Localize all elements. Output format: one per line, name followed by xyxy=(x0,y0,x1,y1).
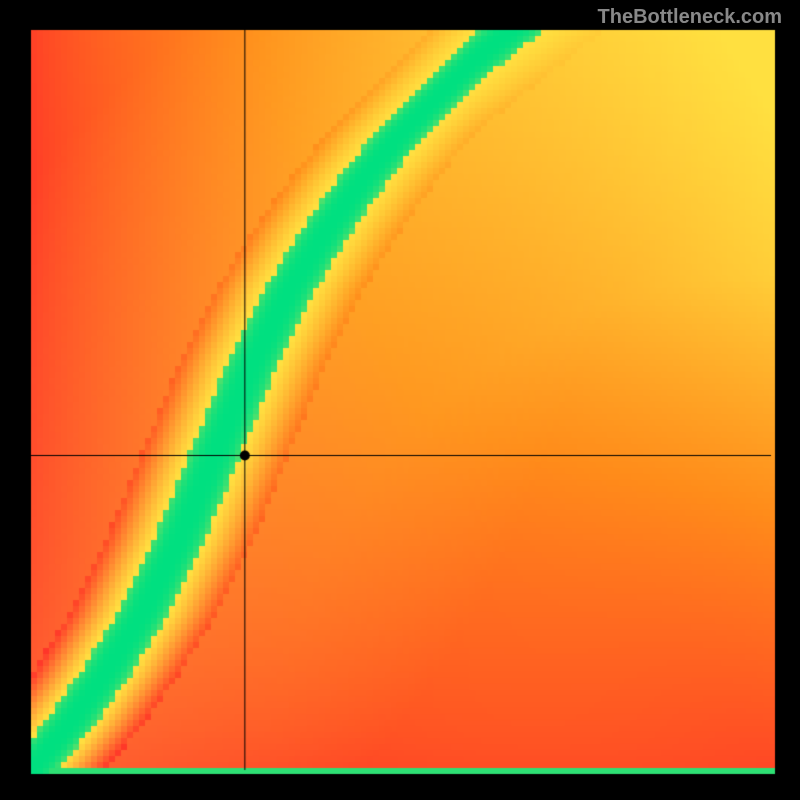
watermark-label: TheBottleneck.com xyxy=(598,6,782,29)
bottleneck-heatmap xyxy=(0,0,800,800)
chart-container: TheBottleneck.com xyxy=(0,0,800,800)
